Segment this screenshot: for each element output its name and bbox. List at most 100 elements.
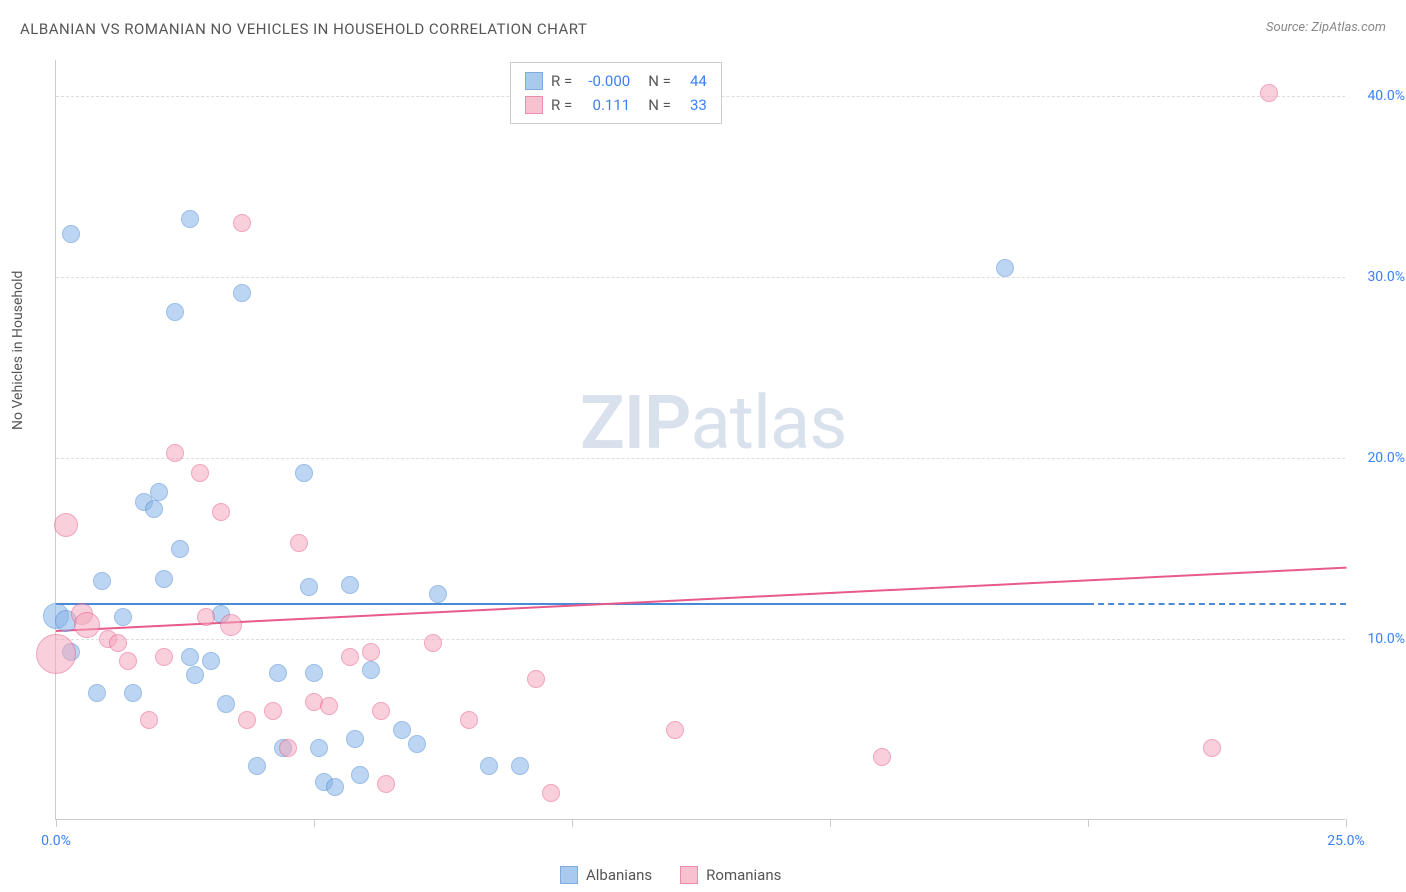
data-point xyxy=(202,652,220,670)
data-point xyxy=(233,284,251,302)
stats-legend: R = -0.000 N = 44 R = 0.111 N = 33 xyxy=(510,62,722,124)
data-point xyxy=(351,766,369,784)
data-point xyxy=(408,735,426,753)
y-tick-label: 40.0% xyxy=(1367,88,1405,104)
y-tick-label: 10.0% xyxy=(1367,631,1405,647)
data-point xyxy=(295,464,313,482)
legend-r-value: 0.111 xyxy=(580,93,630,117)
data-point xyxy=(1260,84,1278,102)
data-point xyxy=(372,702,390,720)
data-point xyxy=(996,259,1014,277)
legend-swatch xyxy=(560,866,578,884)
bottom-legend-item: Albanians xyxy=(560,866,652,884)
plot-area: 10.0%20.0%30.0%40.0%0.0%25.0% xyxy=(55,60,1345,820)
data-point xyxy=(171,540,189,558)
bottom-legend: Albanians Romanians xyxy=(560,866,781,884)
data-point xyxy=(300,578,318,596)
data-point xyxy=(155,648,173,666)
data-point xyxy=(166,444,184,462)
data-point xyxy=(220,614,242,636)
data-point xyxy=(119,652,137,670)
bottom-legend-label: Albanians xyxy=(586,866,652,884)
data-point xyxy=(181,648,199,666)
data-point xyxy=(124,684,142,702)
gridline xyxy=(56,277,1345,278)
x-tick xyxy=(1088,819,1089,827)
data-point xyxy=(54,513,78,537)
legend-n-value: 33 xyxy=(679,93,707,117)
data-point xyxy=(88,684,106,702)
data-point xyxy=(527,670,545,688)
x-tick xyxy=(314,819,315,827)
data-point xyxy=(542,784,560,802)
data-point xyxy=(362,643,380,661)
gridline xyxy=(56,639,1345,640)
data-point xyxy=(186,666,204,684)
data-point xyxy=(666,721,684,739)
x-tick xyxy=(572,819,573,827)
data-point xyxy=(114,608,132,626)
data-point xyxy=(155,570,173,588)
data-point xyxy=(74,612,100,638)
data-point xyxy=(480,757,498,775)
bottom-legend-label: Romanians xyxy=(706,866,781,884)
data-point xyxy=(346,730,364,748)
data-point xyxy=(310,739,328,757)
legend-row: R = 0.111 N = 33 xyxy=(525,93,707,117)
y-tick-label: 30.0% xyxy=(1367,269,1405,285)
data-point xyxy=(362,661,380,679)
data-point xyxy=(460,711,478,729)
data-point xyxy=(109,634,127,652)
data-point xyxy=(429,585,447,603)
data-point xyxy=(377,775,395,793)
legend-r-label: R = xyxy=(551,69,572,93)
data-point xyxy=(166,303,184,321)
x-tick xyxy=(56,819,57,827)
legend-r-value: -0.000 xyxy=(580,69,630,93)
data-point xyxy=(511,757,529,775)
data-point xyxy=(212,503,230,521)
source-attribution: Source: ZipAtlas.com xyxy=(1266,20,1386,35)
legend-row: R = -0.000 N = 44 xyxy=(525,69,707,93)
data-point xyxy=(1203,739,1221,757)
data-point xyxy=(197,608,215,626)
data-point xyxy=(145,500,163,518)
data-point xyxy=(233,214,251,232)
data-point xyxy=(36,634,76,674)
legend-r-label: R = xyxy=(551,93,572,117)
data-point xyxy=(279,739,297,757)
data-point xyxy=(238,711,256,729)
data-point xyxy=(269,664,287,682)
data-point xyxy=(320,697,338,715)
chart-title: ALBANIAN VS ROMANIAN NO VEHICLES IN HOUS… xyxy=(20,20,587,38)
data-point xyxy=(326,778,344,796)
data-point xyxy=(341,576,359,594)
data-point xyxy=(150,483,168,501)
x-tick-label: 0.0% xyxy=(41,833,71,849)
data-point xyxy=(264,702,282,720)
data-point xyxy=(341,648,359,666)
trend-line-dashed xyxy=(1088,603,1346,605)
legend-swatch xyxy=(680,866,698,884)
data-point xyxy=(424,634,442,652)
bottom-legend-item: Romanians xyxy=(680,866,781,884)
data-point xyxy=(181,210,199,228)
legend-swatch xyxy=(525,72,543,90)
y-axis-label: No Vehicles in Household xyxy=(10,271,26,430)
x-tick xyxy=(830,819,831,827)
data-point xyxy=(191,464,209,482)
gridline xyxy=(56,458,1345,459)
legend-swatch xyxy=(525,96,543,114)
legend-n-label: N = xyxy=(648,69,671,93)
data-point xyxy=(873,748,891,766)
data-point xyxy=(393,721,411,739)
data-point xyxy=(217,695,235,713)
data-point xyxy=(290,534,308,552)
data-point xyxy=(62,225,80,243)
data-point xyxy=(140,711,158,729)
x-tick xyxy=(1346,819,1347,827)
data-point xyxy=(305,664,323,682)
y-tick-label: 20.0% xyxy=(1367,450,1405,466)
legend-n-label: N = xyxy=(648,93,671,117)
legend-n-value: 44 xyxy=(679,69,707,93)
